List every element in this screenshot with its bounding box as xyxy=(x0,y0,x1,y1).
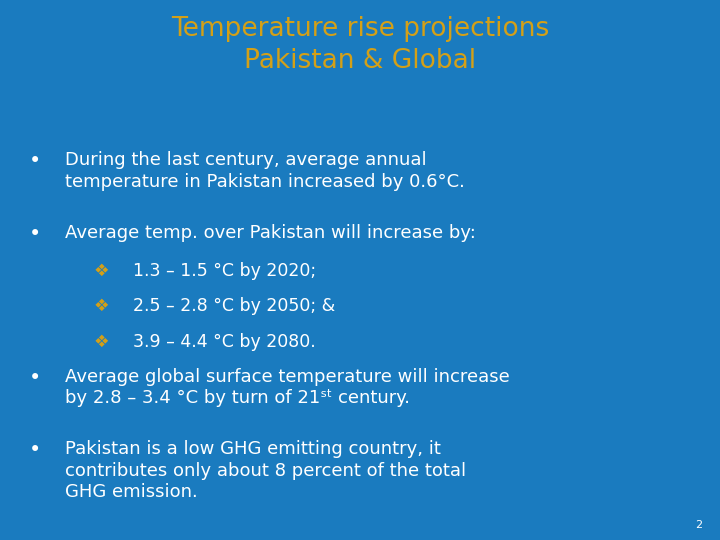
Text: ❖: ❖ xyxy=(94,262,109,280)
Text: •: • xyxy=(29,151,41,171)
Text: •: • xyxy=(29,224,41,244)
Text: During the last century, average annual
temperature in Pakistan increased by 0.6: During the last century, average annual … xyxy=(65,151,464,191)
Text: Average global surface temperature will increase
by 2.8 – 3.4 °C by turn of 21ˢᵗ: Average global surface temperature will … xyxy=(65,368,510,407)
Text: 2.5 – 2.8 °C by 2050; &: 2.5 – 2.8 °C by 2050; & xyxy=(133,297,336,315)
Text: Pakistan is a low GHG emitting country, it
contributes only about 8 percent of t: Pakistan is a low GHG emitting country, … xyxy=(65,440,466,501)
Text: 3.9 – 4.4 °C by 2080.: 3.9 – 4.4 °C by 2080. xyxy=(133,333,316,350)
Text: 2: 2 xyxy=(695,520,702,530)
Text: •: • xyxy=(29,440,41,460)
Text: ❖: ❖ xyxy=(94,297,109,315)
Text: Temperature rise projections
Pakistan & Global: Temperature rise projections Pakistan & … xyxy=(171,16,549,74)
Text: 1.3 – 1.5 °C by 2020;: 1.3 – 1.5 °C by 2020; xyxy=(133,262,316,280)
Text: ❖: ❖ xyxy=(94,333,109,350)
Text: Average temp. over Pakistan will increase by:: Average temp. over Pakistan will increas… xyxy=(65,224,476,241)
Text: •: • xyxy=(29,368,41,388)
